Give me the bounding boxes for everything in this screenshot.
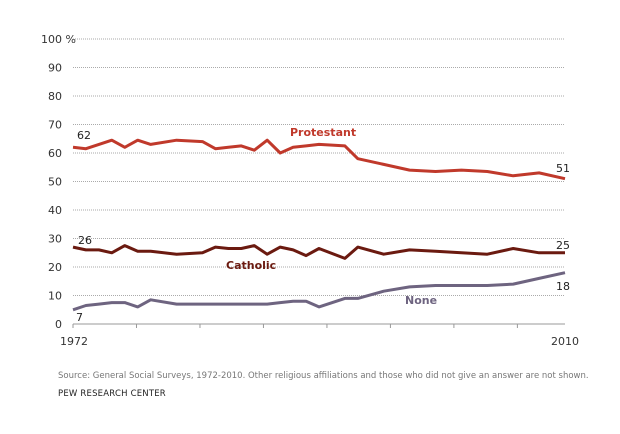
credit-text: PEW RESEARCH CENTER bbox=[58, 389, 166, 399]
end-label-catholic: 25 bbox=[556, 239, 570, 252]
start-label-catholic: 26 bbox=[78, 234, 92, 247]
x-axis: 1972 2010 bbox=[60, 323, 579, 348]
y-tick-label: 0 bbox=[55, 318, 62, 331]
y-tick-label: 70 bbox=[48, 119, 62, 132]
series-line-none bbox=[72, 271, 566, 312]
y-tick-label: 20 bbox=[48, 261, 62, 274]
series-labels: Protestant Catholic None 62 51 26 25 7 1… bbox=[76, 126, 570, 324]
series-label-none: None bbox=[405, 294, 437, 307]
y-tick-label: 60 bbox=[48, 147, 62, 160]
series-line-catholic bbox=[72, 244, 565, 260]
y-tick-label: 30 bbox=[48, 233, 62, 246]
series-line-protestant bbox=[72, 138, 566, 181]
end-label-protestant: 51 bbox=[556, 162, 570, 175]
end-label-none: 18 bbox=[556, 280, 570, 293]
series-label-catholic: Catholic bbox=[226, 259, 276, 272]
y-axis: 0 10 20 30 40 50 60 70 80 90 100 % bbox=[41, 33, 76, 331]
y-tick-label: 40 bbox=[48, 204, 62, 217]
series-lines bbox=[72, 138, 566, 312]
gridlines bbox=[73, 38, 565, 296]
y-tick-label: 80 bbox=[48, 90, 62, 103]
start-label-protestant: 62 bbox=[77, 129, 91, 142]
y-tick-label: 50 bbox=[48, 176, 62, 189]
y-tick-label: 100 % bbox=[41, 33, 76, 46]
y-tick-label: 10 bbox=[48, 290, 62, 303]
source-note: Source: General Social Surveys, 1972-201… bbox=[58, 371, 589, 381]
series-label-protestant: Protestant bbox=[290, 126, 356, 139]
start-label-none: 7 bbox=[76, 311, 83, 324]
x-tick-label: 2010 bbox=[551, 335, 579, 348]
y-tick-label: 90 bbox=[48, 62, 62, 75]
x-tick-label: 1972 bbox=[60, 335, 88, 348]
